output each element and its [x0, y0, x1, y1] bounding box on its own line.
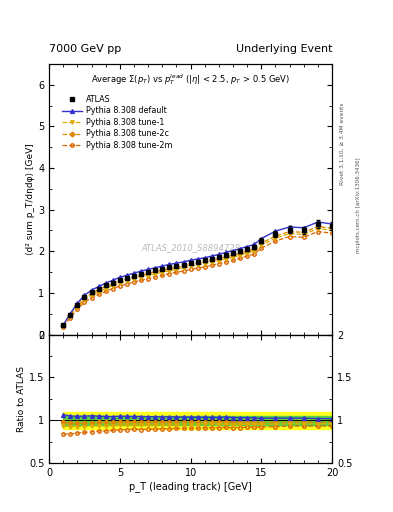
Text: Average $\Sigma(p_T)$ vs $p_T^{lead}$ ($|\eta|$ < 2.5, $p_T$ > 0.5 GeV): Average $\Sigma(p_T)$ vs $p_T^{lead}$ ($… — [91, 72, 290, 87]
Text: Underlying Event: Underlying Event — [235, 44, 332, 54]
Y-axis label: ⟨d² sum p_T/dηdφ⟩ [GeV]: ⟨d² sum p_T/dηdφ⟩ [GeV] — [26, 143, 35, 255]
Text: 7000 GeV pp: 7000 GeV pp — [49, 44, 121, 54]
Text: ATLAS_2010_S8894728: ATLAS_2010_S8894728 — [141, 244, 240, 252]
Text: mcplots.cern.ch [arXiv:1306.3436]: mcplots.cern.ch [arXiv:1306.3436] — [356, 157, 361, 252]
X-axis label: p_T (leading track) [GeV]: p_T (leading track) [GeV] — [129, 481, 252, 492]
Text: Rivet 3.1.10, ≥ 3.4M events: Rivet 3.1.10, ≥ 3.4M events — [340, 102, 345, 185]
Legend: ATLAS, Pythia 8.308 default, Pythia 8.308 tune-1, Pythia 8.308 tune-2c, Pythia 8: ATLAS, Pythia 8.308 default, Pythia 8.30… — [62, 95, 172, 150]
Y-axis label: Ratio to ATLAS: Ratio to ATLAS — [17, 366, 26, 432]
